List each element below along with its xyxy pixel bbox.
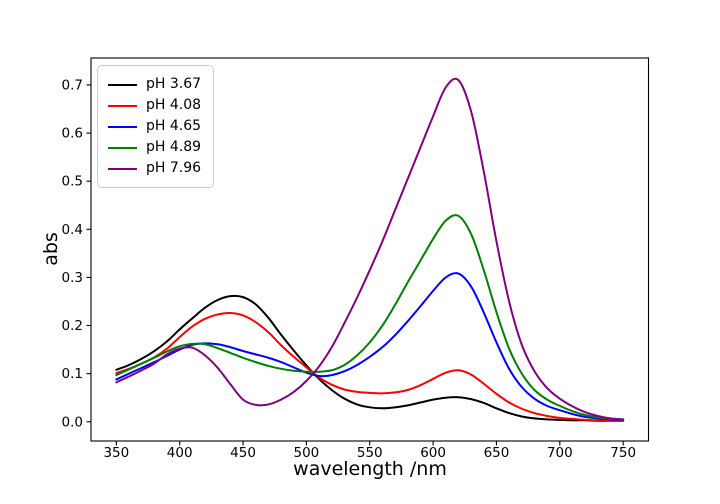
legend-item: pH 4.08 [108, 95, 203, 116]
x-tick-label: 650 [484, 445, 510, 461]
legend-label: pH 3.67 [146, 76, 202, 92]
series-line-ph-3-67 [115, 294, 625, 422]
legend-line-swatch [108, 104, 137, 107]
legend-item: pH 4.65 [108, 116, 203, 137]
legend-line-swatch [108, 125, 137, 128]
y-tick-label: 0.5 [62, 174, 83, 190]
legend-label: pH 7.96 [146, 160, 202, 176]
x-tick-label: 550 [357, 445, 383, 461]
y-tick-label: 0.1 [62, 366, 83, 382]
legend-label: pH 4.89 [146, 139, 202, 155]
series-line-ph-7-96 [115, 77, 625, 421]
x-axis-title: wavelength /nm [293, 458, 447, 480]
x-tick-label: 600 [420, 445, 446, 461]
legend-line-swatch [108, 146, 137, 149]
legend-label: pH 4.65 [146, 118, 202, 134]
legend-item: pH 7.96 [108, 158, 203, 179]
y-tick-label: 0.3 [62, 270, 83, 286]
y-tick-label: 0.4 [62, 222, 83, 238]
x-tick-label: 350 [103, 445, 129, 461]
y-tick-label: 0.2 [62, 318, 83, 334]
legend-label: pH 4.08 [146, 97, 202, 113]
x-tick-label: 500 [294, 445, 320, 461]
legend-item: pH 3.67 [108, 74, 203, 95]
y-tick-label: 0.7 [62, 77, 83, 93]
y-tick-label: 0.6 [62, 126, 83, 142]
x-tick-label: 450 [230, 445, 256, 461]
x-tick-label: 750 [610, 445, 636, 461]
y-axis-title: abs [40, 232, 62, 266]
series-line-ph-4-89 [115, 214, 625, 421]
legend: pH 3.67 pH 4.08 pH 4.65 pH 4.89 pH 7.96 [97, 65, 214, 188]
legend-line-swatch [108, 167, 137, 170]
x-tick-label: 700 [547, 445, 573, 461]
y-tick-label: 0.0 [62, 414, 83, 430]
plot-border [90, 57, 650, 442]
x-tick-label: 400 [167, 445, 193, 461]
series-line-ph-4-08 [115, 311, 625, 422]
legend-item: pH 4.89 [108, 137, 203, 158]
legend-line-swatch [108, 83, 137, 86]
series-line-ph-4-65 [115, 272, 625, 421]
